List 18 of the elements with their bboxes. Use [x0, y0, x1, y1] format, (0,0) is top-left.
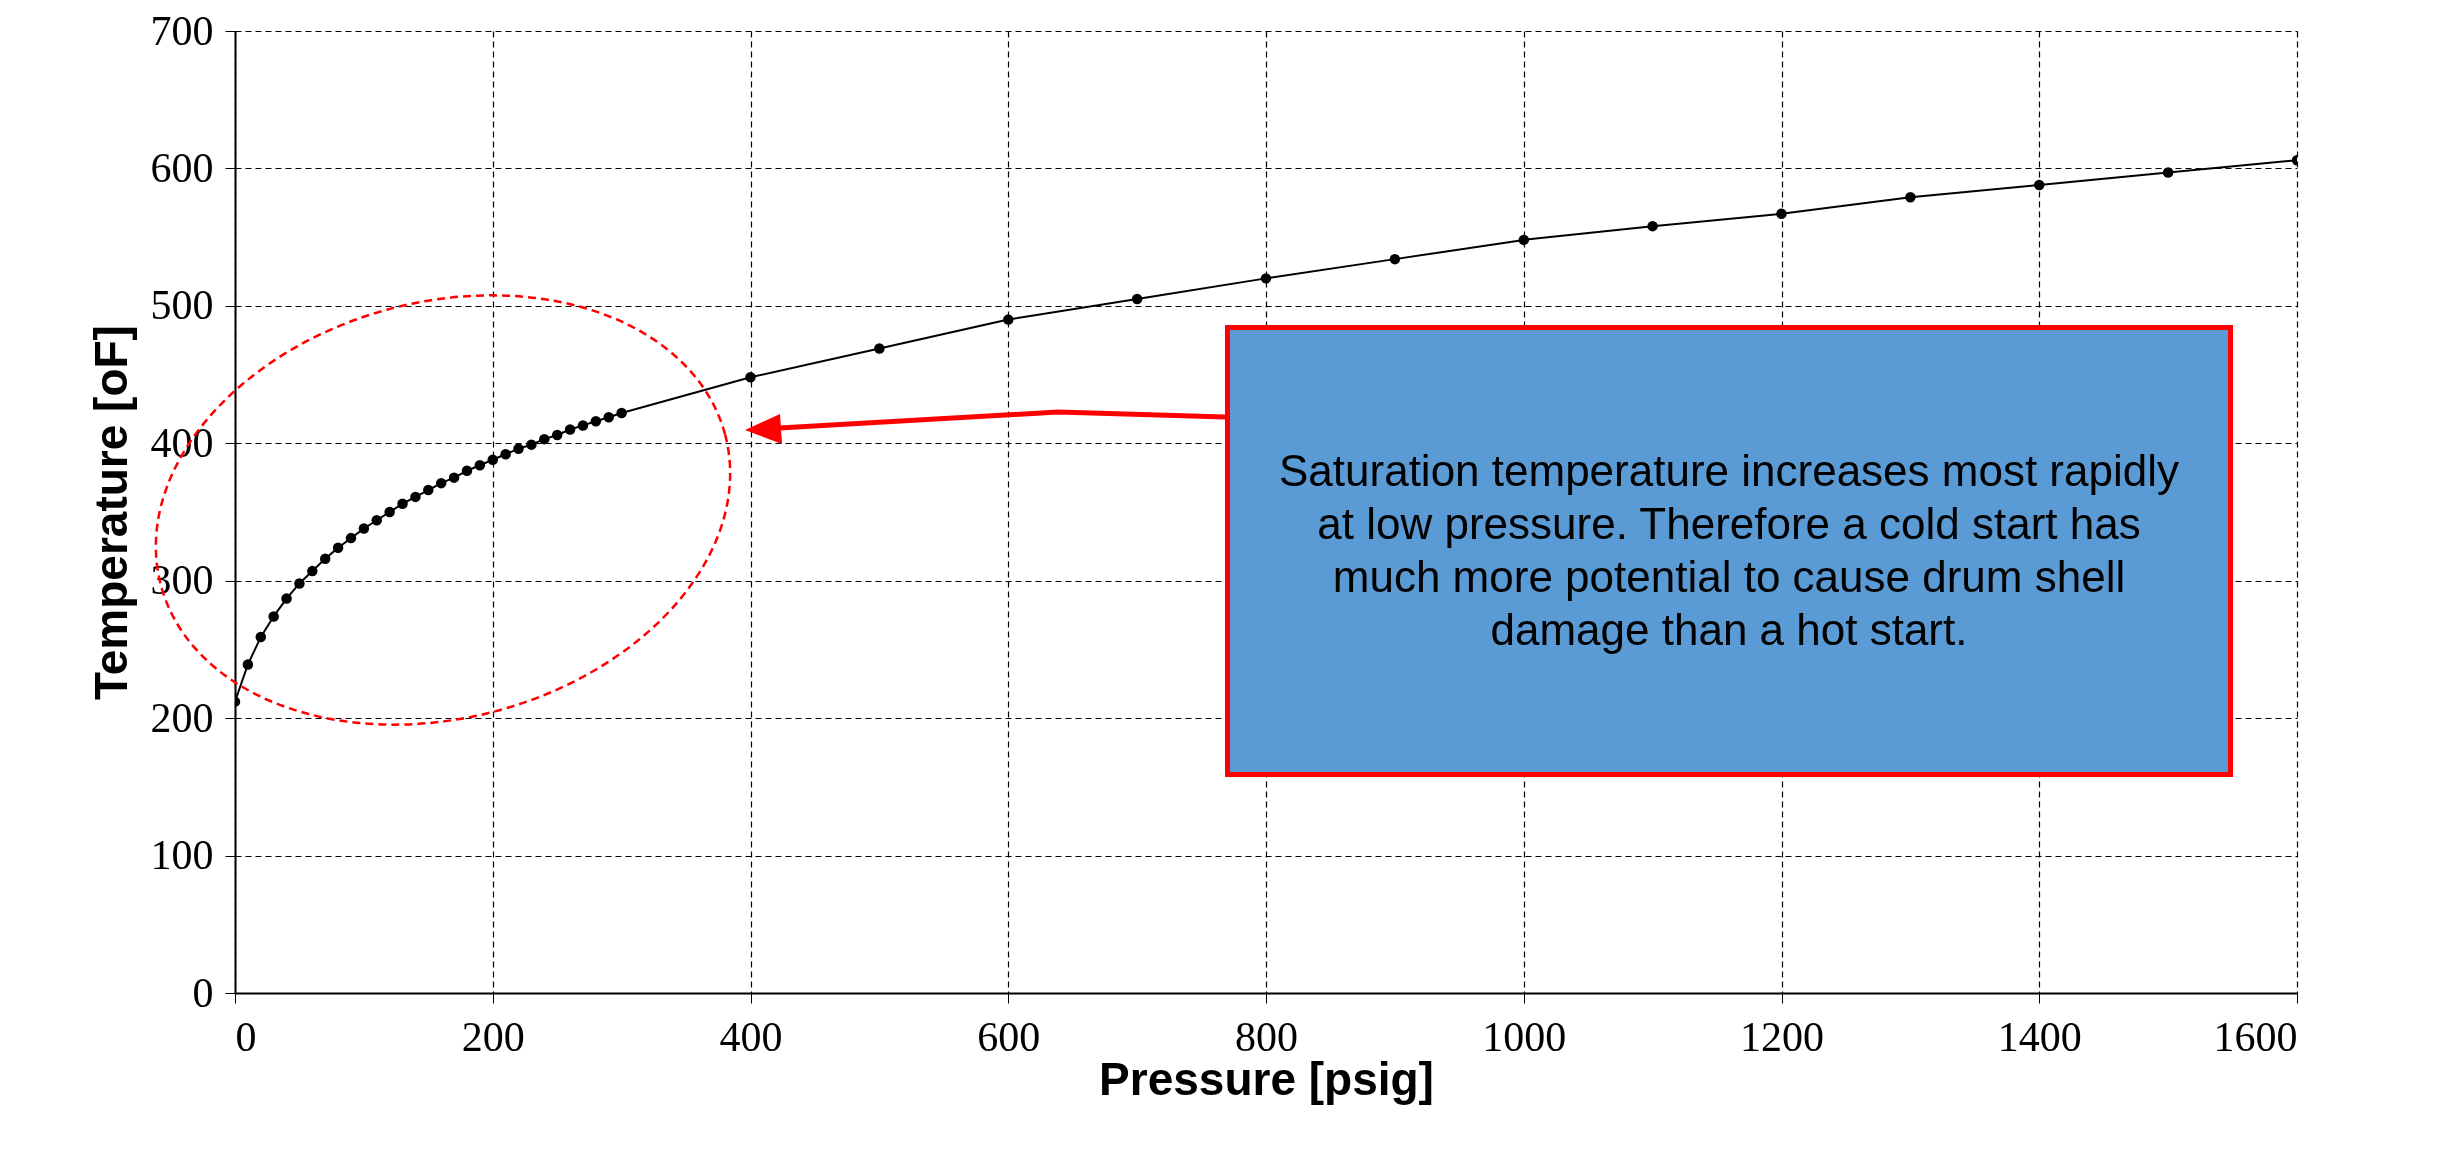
y-tick-label: 200	[150, 694, 214, 741]
x-tick-label: 1200	[1740, 1013, 1824, 1060]
y-tick-label: 100	[150, 832, 214, 879]
y-tick-label: 300	[150, 557, 214, 604]
y-tick-label: 700	[150, 7, 214, 54]
y-tick-label: 400	[150, 419, 214, 466]
y-tick-label: 0	[192, 969, 214, 1016]
y-tick-label: 500	[150, 282, 214, 329]
x-tick-label: 1000	[1482, 1013, 1567, 1060]
x-tick-label: 600	[977, 1013, 1041, 1060]
x-tick-label: 400	[719, 1013, 783, 1060]
x-tick-label: 0	[235, 1013, 257, 1060]
x-tick-label: 200	[461, 1013, 525, 1060]
x-tick-label: 1400	[1997, 1013, 2082, 1060]
x-tick-label: 1600	[2213, 1013, 2298, 1060]
y-axis-title: Temperature [oF]	[84, 325, 137, 700]
y-tick-label: 600	[150, 144, 214, 191]
callout-box: Saturation temperature increases most rapidly at low pressure. Therefore a cold start has much more potential to cause drum shell damage than a hot start.	[1225, 325, 2233, 777]
